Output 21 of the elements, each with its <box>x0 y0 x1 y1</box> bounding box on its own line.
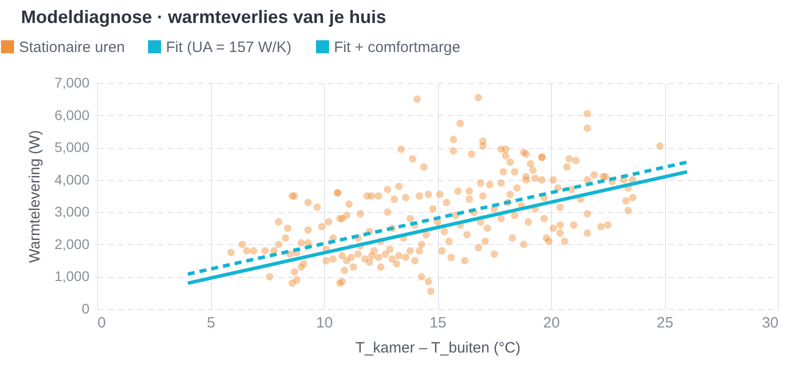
x-axis-title: T_kamer – T_buiten (°C) <box>356 340 520 356</box>
legend-label: Fit (UA = 157 W/K) <box>166 38 292 56</box>
y-tick-label: 3,000 <box>54 204 90 220</box>
x-tick-label: 15 <box>430 314 446 332</box>
y-tick-label: 2,000 <box>54 236 90 252</box>
y-axis-title: Warmtelevering (W) <box>26 130 44 263</box>
x-tick-label: 30 <box>762 314 778 332</box>
x-tick-label: 10 <box>316 314 333 332</box>
y-tick-label: 4,000 <box>54 171 90 188</box>
x-tick-label: 0 <box>98 314 106 332</box>
x-tick-label: 25 <box>656 314 674 332</box>
x-tick-label: 5 <box>206 314 216 332</box>
legend-label: Stationaire uren <box>19 38 125 56</box>
y-tick-label: 7,000 <box>54 74 90 90</box>
y-tick-label: 1,000 <box>54 268 90 284</box>
chart-title: Modeldiagnose · warmteverlies van je huis <box>21 7 386 28</box>
y-tick-label: 0 <box>82 300 90 316</box>
y-tick-label: 6,000 <box>54 106 90 123</box>
x-tick-label: 20 <box>543 314 560 332</box>
legend-label: Fit + comfortmarge <box>334 38 460 56</box>
y-tick-label: 5,000 <box>54 139 90 156</box>
